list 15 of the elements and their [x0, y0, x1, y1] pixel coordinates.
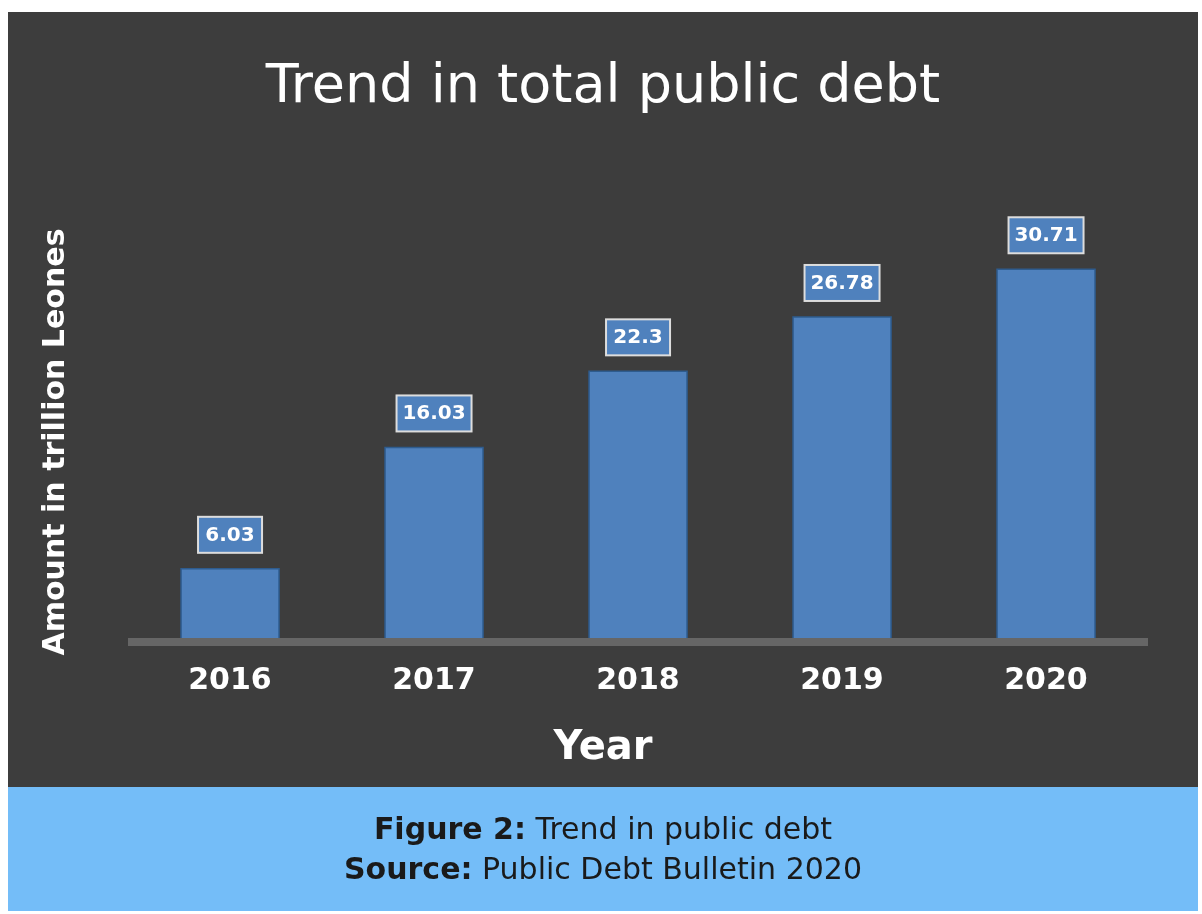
- data-label: 6.03: [205, 521, 255, 546]
- caption: Figure 2: Trend in public debt: [373, 811, 833, 846]
- data-label: 16.03: [402, 400, 466, 425]
- data-label: 26.78: [810, 269, 874, 294]
- data-label: 22.3: [613, 324, 663, 349]
- x-tick-label: 2017: [392, 661, 476, 697]
- x-axis-title: Year: [552, 722, 654, 768]
- data-label: 30.71: [1014, 222, 1078, 247]
- x-tick-label: 2018: [596, 661, 680, 697]
- y-axis-title: Amount in trillion Leones: [35, 228, 71, 656]
- source-note: Source: Public Debt Bulletin 2020: [344, 851, 862, 886]
- x-tick-label: 2019: [800, 661, 884, 697]
- x-tick-label: 2016: [188, 661, 272, 697]
- chart-title: Trend in total public debt: [264, 51, 942, 117]
- x-tick-label: 2020: [1004, 661, 1088, 697]
